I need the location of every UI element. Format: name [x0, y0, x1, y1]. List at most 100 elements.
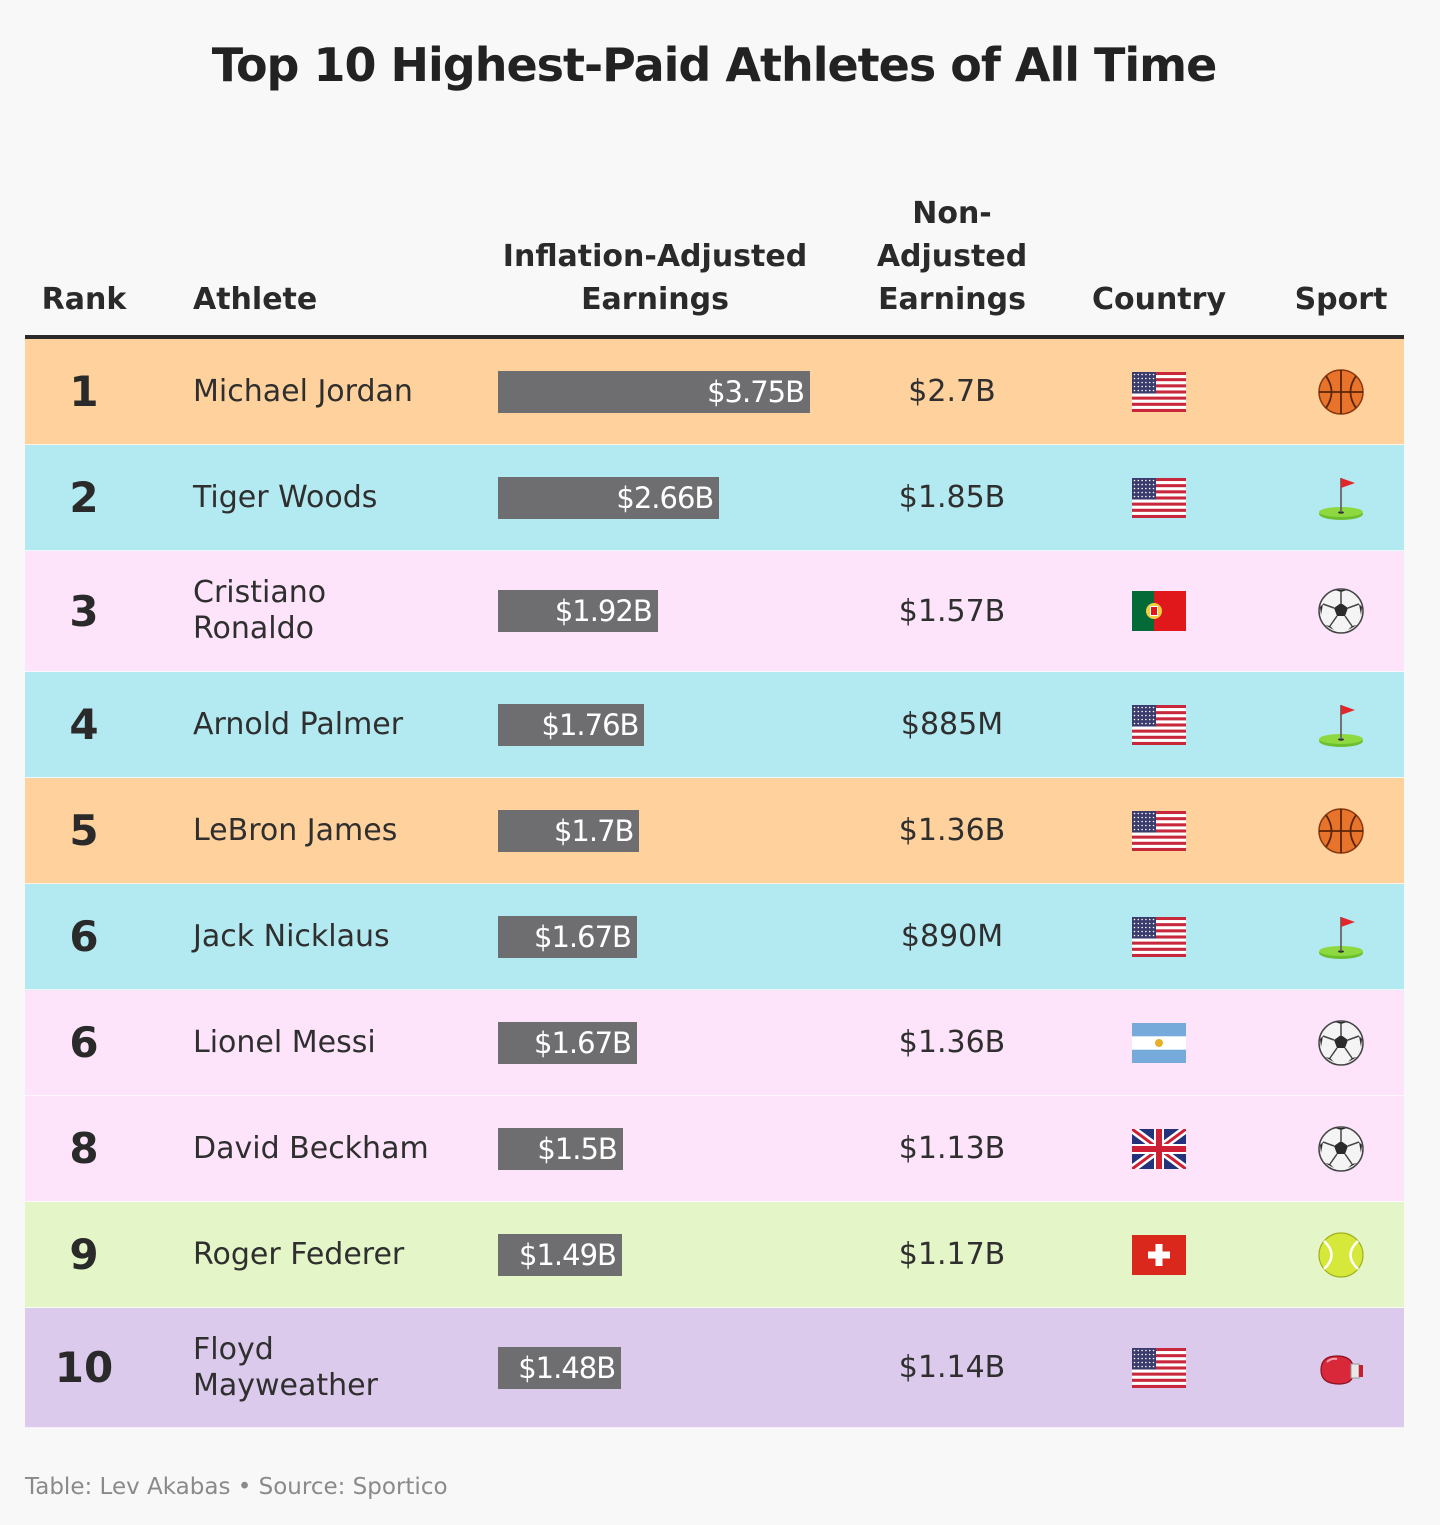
bar-value-label: $1.49B [519, 1237, 617, 1272]
bar-value-label: $1.67B [534, 1025, 632, 1060]
earnings-bar: $1.7B [498, 809, 640, 852]
header-sport: Sport [1294, 282, 1388, 317]
bar-value-label: $1.76B [541, 707, 640, 742]
table-row: 5 LeBron James $1.7B $1.36B [25, 778, 1404, 884]
bar-value-label: $1.5B [537, 1131, 617, 1166]
bar-value-label: $2.66B [616, 480, 714, 515]
athlete-cell: Jack Nicklaus [193, 884, 473, 989]
table-row: 2 Tiger Woods $2.66B $1.85B [25, 445, 1404, 551]
non-adjusted-cell: $1.13B [898, 1131, 1006, 1166]
non-adjusted-cell: $1.14B [898, 1350, 1006, 1385]
table-row: 10 Floyd Mayweather $1.48B $1.14B [25, 1308, 1404, 1428]
athlete-name-line: Floyd [193, 1331, 274, 1367]
chart-title: Top 10 Highest-Paid Athletes of All Time [211, 38, 1218, 92]
golf-flag-icon [1317, 474, 1365, 522]
usa-flag-icon [1132, 477, 1186, 518]
bar-cell: $1.5B [498, 1096, 828, 1201]
header-divider [25, 335, 1404, 339]
soccer-ball-icon [1317, 1019, 1365, 1067]
rank-cell: 5 [69, 806, 99, 855]
basketball-icon [1317, 807, 1365, 855]
boxing-glove-icon [1317, 1344, 1365, 1392]
bar-cell: $1.67B [498, 990, 828, 1095]
athlete-name-line: Arnold Palmer [193, 706, 404, 742]
rank-cell: 3 [69, 586, 99, 636]
non-adjusted-cell: $1.57B [898, 593, 1006, 629]
header-nonadj-line3: Earnings [878, 282, 1026, 317]
athlete-name-line: David Beckham [193, 1130, 429, 1166]
rank-cell: 8 [69, 1124, 99, 1173]
non-adjusted-cell: $1.85B [898, 480, 1006, 515]
athlete-name-line: Lionel Messi [193, 1024, 376, 1060]
bar-value-label: $1.92B [554, 594, 653, 628]
athlete-name-line: Ronaldo [193, 611, 314, 646]
usa-flag-icon [1132, 810, 1186, 851]
earnings-bar: $1.48B [498, 1346, 622, 1389]
header-nonadj-line1: Non- [912, 196, 992, 231]
bar-value-label: $3.75B [707, 374, 805, 409]
bar-cell: $1.67B [498, 884, 828, 989]
header-inflation-line1: Inflation-Adjusted [502, 239, 808, 274]
earnings-bar: $1.76B [498, 703, 645, 746]
golf-flag-icon [1317, 701, 1365, 749]
earnings-bar: $2.66B [498, 476, 720, 519]
usa-flag-icon [1132, 704, 1186, 745]
non-adjusted-cell: $1.36B [898, 813, 1006, 848]
soccer-ball-icon [1317, 587, 1365, 635]
golf-flag-icon [1317, 913, 1365, 961]
rank-cell: 10 [54, 1343, 114, 1392]
earnings-bar: $1.92B [498, 590, 658, 632]
header-non-adjusted: Non- Adjusted Earnings [862, 192, 1042, 321]
table-row: 3 Cristiano Ronaldo $1.92B $1.57B [25, 551, 1404, 672]
rank-cell: 9 [69, 1230, 99, 1279]
bar-cell: $2.66B [498, 445, 828, 550]
athlete-cell: Arnold Palmer [193, 672, 473, 777]
usa-flag-icon [1132, 916, 1186, 957]
bar-cell: $1.7B [498, 778, 828, 883]
athlete-name-line: Cristiano [193, 575, 327, 610]
athlete-cell: David Beckham [193, 1096, 473, 1201]
bar-cell: $1.48B [498, 1308, 828, 1427]
athlete-cell: Floyd Mayweather [193, 1308, 473, 1427]
earnings-bar: $3.75B [498, 370, 810, 413]
header-country: Country [1091, 282, 1227, 317]
athlete-name-line: Roger Federer [193, 1236, 405, 1272]
table-row: 6 Jack Nicklaus $1.67B $890M [25, 884, 1404, 990]
athlete-cell: Lionel Messi [193, 990, 473, 1095]
table-body: 1 Michael Jordan $3.75B $2.7B 2 Tiger Woods $2… [25, 339, 1404, 1428]
rank-cell: 4 [69, 700, 99, 749]
header-nonadj-line2: Adjusted [876, 239, 1028, 274]
rank-cell: 1 [69, 367, 99, 416]
footer-credit: Table: Lev Akabas • Source: Sportico [25, 1474, 448, 1500]
non-adjusted-cell: $1.17B [898, 1237, 1006, 1272]
earnings-bar: $1.49B [498, 1233, 622, 1276]
switzerland-flag-icon [1132, 1234, 1186, 1275]
athlete-name-line: Mayweather [193, 1367, 378, 1403]
header-inflation-line2: Earnings [581, 282, 729, 317]
earnings-bar: $1.67B [498, 915, 637, 958]
bar-cell: $3.75B [498, 339, 828, 444]
earnings-bar: $1.5B [498, 1127, 623, 1170]
usa-flag-icon [1132, 1347, 1186, 1388]
earnings-bar: $1.67B [498, 1021, 637, 1064]
portugal-flag-icon [1132, 591, 1186, 631]
bar-value-label: $1.67B [534, 919, 632, 954]
usa-flag-icon [1132, 371, 1186, 412]
basketball-icon [1317, 368, 1365, 416]
header-athlete: Athlete [193, 282, 318, 317]
uk-flag-icon [1129, 1125, 1189, 1172]
athlete-name-line: Jack Nicklaus [193, 918, 390, 954]
bar-value-label: $1.48B [518, 1350, 616, 1385]
non-adjusted-cell: $1.36B [898, 1025, 1006, 1060]
soccer-ball-icon [1317, 1125, 1365, 1173]
argentina-flag-icon [1132, 1022, 1186, 1063]
bar-cell: $1.49B [498, 1202, 828, 1307]
non-adjusted-cell: $885M [900, 707, 1004, 742]
table-row: 1 Michael Jordan $3.75B $2.7B [25, 339, 1404, 445]
athlete-cell: Michael Jordan [193, 339, 473, 444]
header-rank: Rank [41, 282, 127, 317]
table-row: 4 Arnold Palmer $1.76B $885M [25, 672, 1404, 778]
athlete-cell: LeBron James [193, 778, 473, 883]
non-adjusted-cell: $2.7B [908, 374, 996, 409]
athlete-name-line: LeBron James [193, 812, 398, 848]
